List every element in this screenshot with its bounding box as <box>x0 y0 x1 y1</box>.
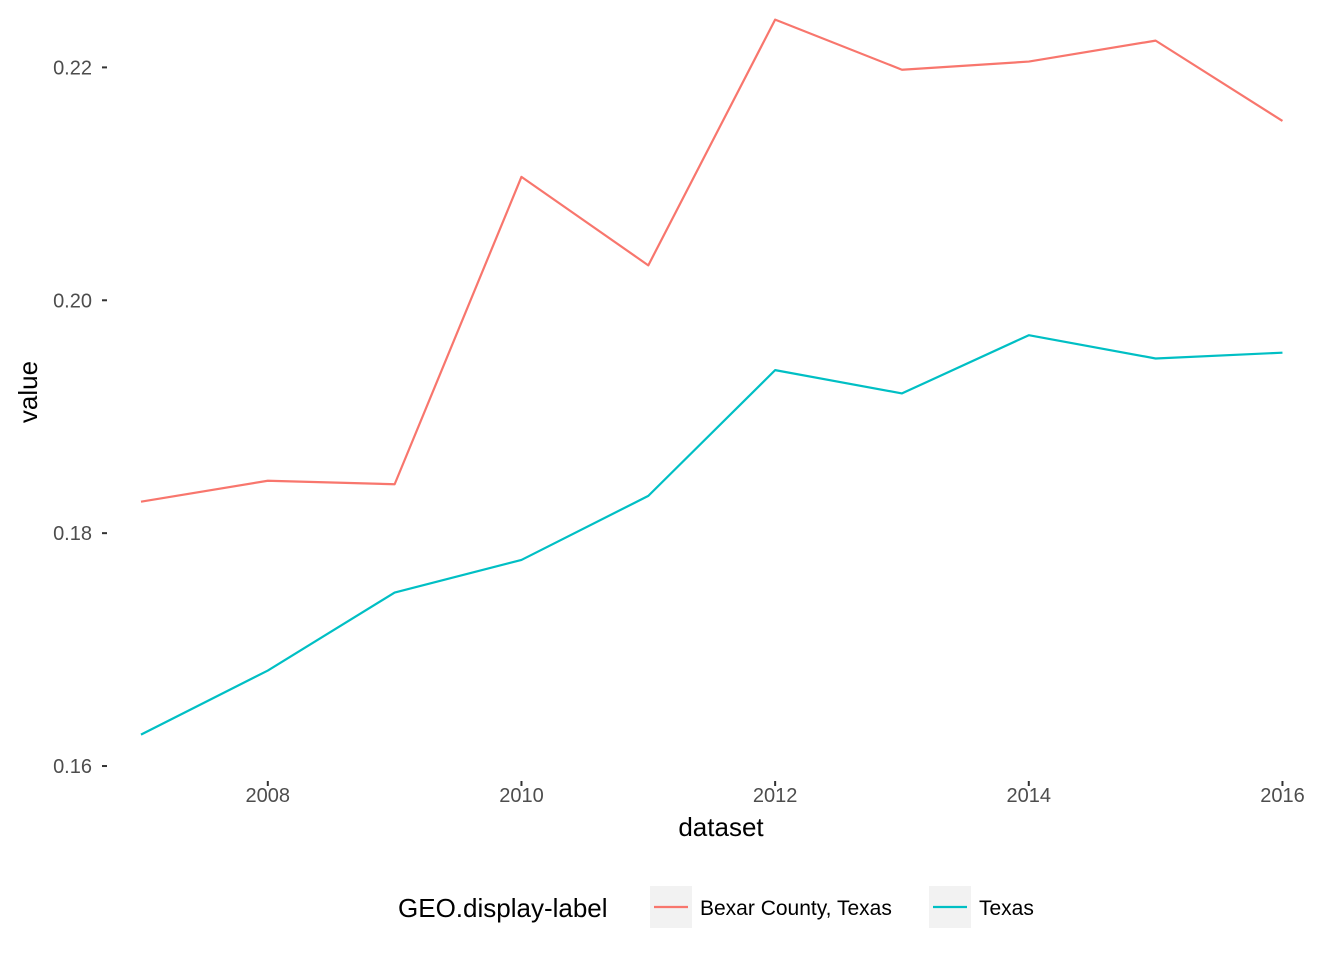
x-tick-label-1: 2010 <box>499 785 544 807</box>
y-tick-label-3: 0.22 <box>53 57 92 79</box>
data-point-0-0 <box>138 499 143 504</box>
series-line-0 <box>140 18 1284 503</box>
data-point-1-3 <box>519 557 524 562</box>
data-point-0-9 <box>1280 118 1285 123</box>
data-point-1-4 <box>646 493 651 498</box>
y-tick-label-2: 0.20 <box>53 290 92 312</box>
x-tick-label-0: 2008 <box>246 785 291 807</box>
data-point-1-0 <box>138 732 143 737</box>
data-point-1-2 <box>392 590 397 595</box>
data-point-1-9 <box>1280 350 1285 355</box>
x-axis-title: dataset <box>678 812 764 842</box>
data-point-0-4 <box>646 263 651 268</box>
y-axis: 0.16 0.18 0.20 0.22 <box>53 57 107 778</box>
data-point-0-7 <box>1026 59 1031 64</box>
x-axis: 2008 2010 2012 2014 2016 <box>246 781 1305 807</box>
data-point-0-5 <box>773 17 778 22</box>
data-point-0-3 <box>519 174 524 179</box>
data-point-1-8 <box>1153 356 1158 361</box>
y-axis-title: value <box>13 361 43 423</box>
series-line-1 <box>140 334 1283 736</box>
y-tick-label-0: 0.16 <box>53 756 92 778</box>
data-point-0-1 <box>265 478 270 483</box>
series-layer <box>138 17 1285 737</box>
x-tick-label-2: 2012 <box>753 785 798 807</box>
data-point-1-5 <box>773 368 778 373</box>
y-tick-label-1: 0.18 <box>53 523 92 545</box>
legend-label-1: Texas <box>979 897 1034 920</box>
legend-title: GEO.display-label <box>398 893 608 923</box>
data-point-1-1 <box>265 668 270 673</box>
x-tick-label-3: 2014 <box>1007 785 1052 807</box>
data-point-0-8 <box>1153 38 1158 43</box>
data-point-1-7 <box>1026 333 1031 338</box>
legend: GEO.display-label Bexar County, Texas Tex… <box>398 886 1034 928</box>
legend-label-0: Bexar County, Texas <box>700 897 892 920</box>
legend-items: Bexar County, Texas Texas <box>650 886 1034 928</box>
x-tick-label-4: 2016 <box>1260 785 1305 807</box>
data-point-0-2 <box>392 482 397 487</box>
data-point-1-6 <box>899 391 904 396</box>
data-point-0-6 <box>899 67 904 72</box>
